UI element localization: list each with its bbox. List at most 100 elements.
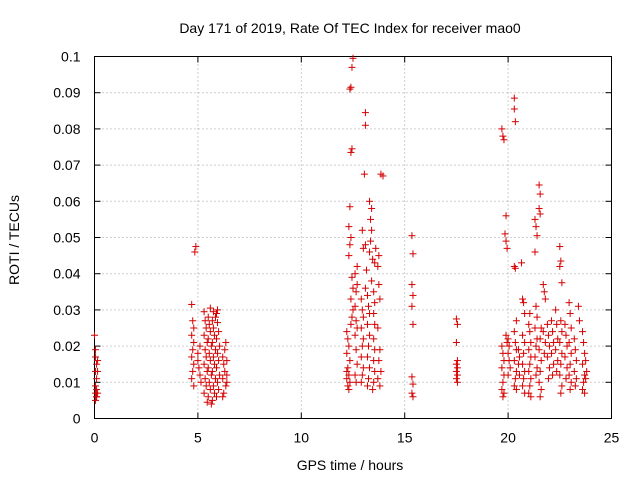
data-point (343, 375, 351, 383)
data-point (370, 378, 378, 386)
data-point (511, 338, 519, 346)
data-point (581, 349, 589, 357)
data-point (570, 367, 578, 375)
data-point (498, 364, 506, 372)
data-point (201, 317, 209, 325)
data-point (345, 371, 353, 379)
data-point (511, 118, 519, 126)
data-point (208, 396, 216, 404)
data-point (408, 302, 416, 310)
data-point (536, 210, 544, 218)
data-point (453, 320, 461, 328)
x-tick-label: 10 (294, 430, 310, 446)
data-point (349, 284, 357, 292)
data-point (557, 360, 565, 368)
data-point (510, 105, 518, 113)
data-point (526, 328, 534, 336)
data-point (93, 360, 101, 368)
data-point (223, 378, 231, 386)
data-point (557, 389, 565, 397)
data-point (526, 382, 534, 390)
data-point (582, 375, 590, 383)
data-point (93, 386, 101, 394)
data-point (543, 353, 551, 361)
data-point (532, 371, 540, 379)
data-point (500, 389, 508, 397)
data-point (343, 367, 351, 375)
data-point (210, 389, 218, 397)
data-point (216, 371, 224, 379)
data-point (366, 364, 374, 372)
data-point (511, 375, 519, 383)
data-point (535, 181, 543, 189)
data-point (498, 386, 506, 394)
data-point (531, 248, 539, 256)
data-point (554, 357, 562, 365)
data-point (357, 295, 365, 303)
data-point (211, 375, 219, 383)
data-point (515, 353, 523, 361)
data-point (536, 367, 544, 375)
data-point (221, 367, 229, 375)
data-point (222, 338, 230, 346)
data-point (223, 371, 231, 379)
data-point (566, 386, 574, 394)
data-point (371, 299, 379, 307)
data-point (566, 360, 574, 368)
data-point (408, 232, 416, 240)
data-point (408, 281, 416, 289)
data-point (582, 357, 590, 365)
data-point (372, 244, 380, 252)
data-point (190, 382, 198, 390)
data-point (205, 320, 213, 328)
data-point (504, 349, 512, 357)
data-point (368, 226, 376, 234)
data-point (581, 389, 589, 397)
data-point (525, 389, 533, 397)
data-point (346, 85, 354, 93)
data-point (499, 378, 507, 386)
data-point (93, 393, 101, 401)
data-point (558, 382, 566, 390)
data-point (512, 317, 520, 325)
data-point (379, 172, 387, 180)
data-point (191, 248, 199, 256)
data-point (376, 295, 384, 303)
data-point (539, 328, 547, 336)
data-point (583, 367, 591, 375)
data-point (452, 375, 460, 383)
data-point (345, 342, 353, 350)
data-point (347, 295, 355, 303)
data-point (213, 310, 221, 318)
data-point (531, 324, 539, 332)
data-point (347, 234, 355, 241)
data-point (553, 320, 561, 328)
data-point (579, 386, 587, 394)
data-point (348, 63, 356, 71)
data-point (375, 357, 383, 365)
data-point (196, 371, 204, 379)
data-point (214, 306, 222, 314)
data-point (345, 223, 353, 231)
data-point (346, 241, 354, 249)
data-point (210, 360, 218, 368)
x-tick-label: 0 (91, 430, 99, 446)
data-point (533, 364, 541, 372)
data-point (352, 317, 360, 325)
data-point (92, 353, 100, 361)
data-point (93, 375, 101, 383)
data-point (563, 364, 571, 372)
data-point (368, 277, 376, 285)
data-point (201, 375, 209, 383)
data-point (533, 313, 541, 321)
data-point (351, 331, 359, 339)
data-point (209, 382, 217, 390)
data-point (536, 335, 544, 343)
data-point (204, 313, 212, 321)
data-point (194, 357, 202, 365)
data-point (368, 205, 376, 213)
data-point (371, 320, 379, 328)
data-point (527, 338, 535, 346)
y-tick-label: 0.02 (53, 338, 80, 354)
data-point (525, 367, 533, 375)
